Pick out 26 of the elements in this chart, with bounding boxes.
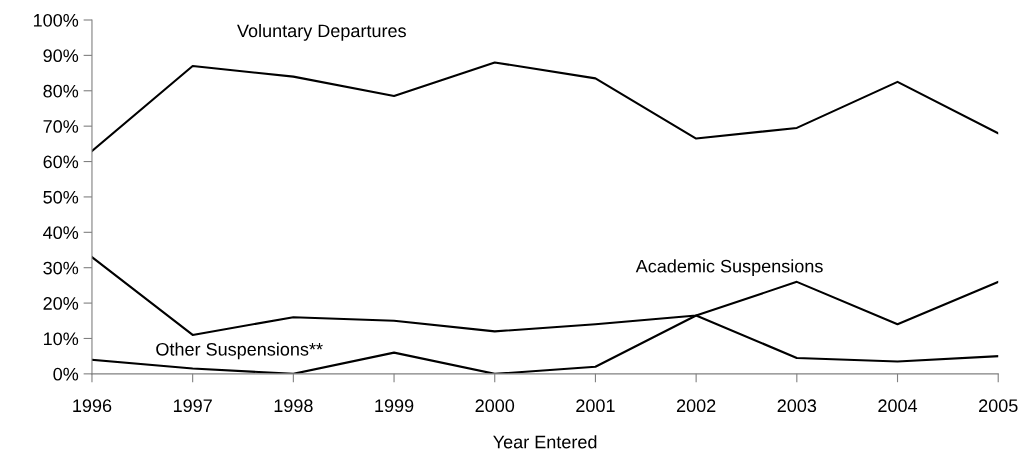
x-tick-label: 2001 xyxy=(576,399,615,413)
x-tick-label: 2003 xyxy=(777,399,817,413)
y-tick-label: 20% xyxy=(43,297,79,310)
x-tick-label: 2004 xyxy=(878,399,918,413)
y-tick-label: 10% xyxy=(44,332,79,346)
x-tick-label: 1998 xyxy=(274,399,313,413)
x-axis-title: Year Entered xyxy=(493,435,597,449)
x-tick-label: 1996 xyxy=(73,399,112,413)
y-tick-label: 0% xyxy=(53,367,79,381)
line-series xyxy=(91,61,999,152)
x-tick-label: 2002 xyxy=(676,399,716,413)
series-label: Voluntary Departures xyxy=(237,23,406,41)
y-tick-label: 50% xyxy=(43,190,79,204)
y-tick-label: 40% xyxy=(43,226,79,240)
y-tick-label: 80% xyxy=(43,84,79,98)
x-tick-label: 2005 xyxy=(979,399,1018,413)
y-tick-label: 90% xyxy=(43,49,79,63)
y-tick-label: 60% xyxy=(43,155,79,169)
series-label: Other Suspensions** xyxy=(156,342,323,360)
x-tick-label: 2000 xyxy=(475,399,515,413)
y-tick-label: 70% xyxy=(43,120,79,133)
x-tick-label: 1997 xyxy=(173,399,212,413)
y-tick-label: 30% xyxy=(43,261,79,275)
y-tick-label: 100% xyxy=(33,13,79,27)
x-tick-label: 1999 xyxy=(375,399,414,413)
series-label: Academic Suspensions xyxy=(635,259,823,277)
